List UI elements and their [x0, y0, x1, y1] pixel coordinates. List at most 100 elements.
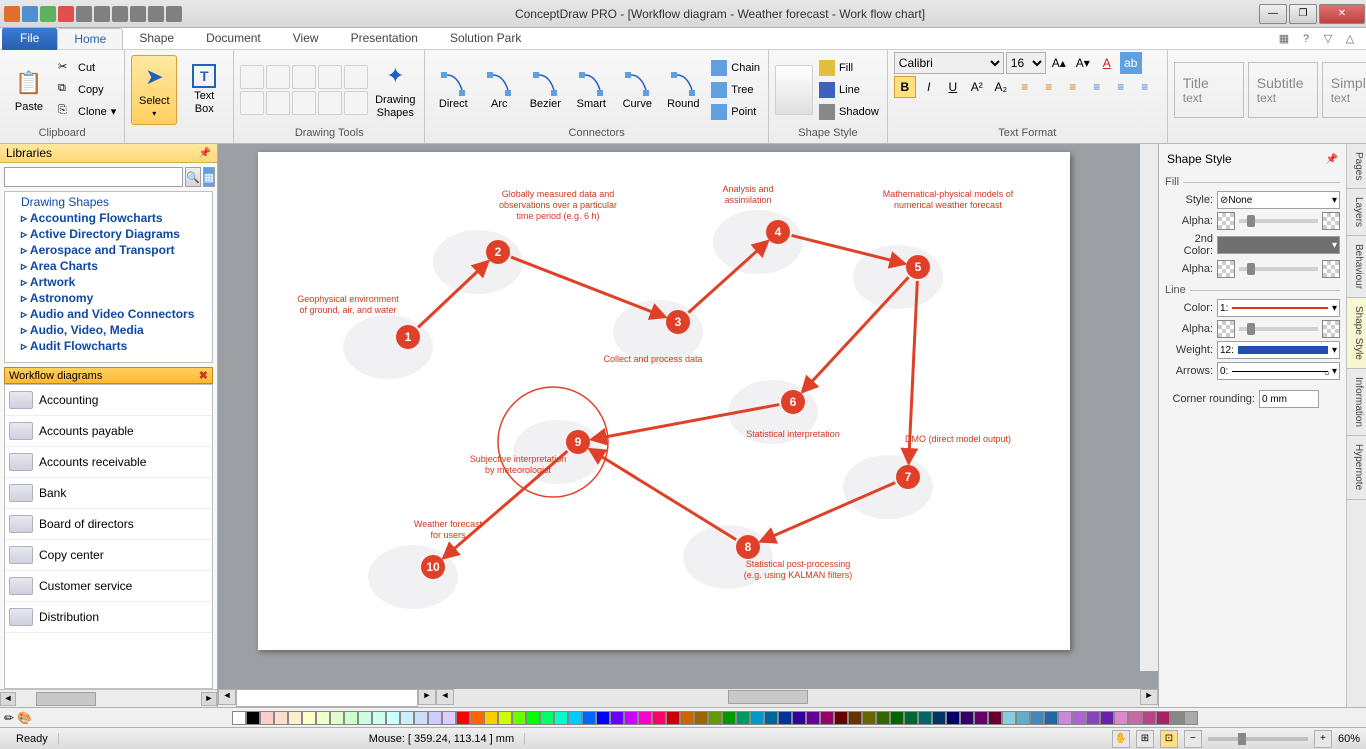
select-tool[interactable]: ➤ Select ▾: [131, 55, 177, 125]
color-swatch[interactable]: [820, 711, 834, 725]
menu-tab-document[interactable]: Document: [190, 28, 277, 49]
color-swatch[interactable]: [1184, 711, 1198, 725]
color-swatch[interactable]: [806, 711, 820, 725]
shape-item[interactable]: Copy center: [5, 540, 212, 571]
color-swatch[interactable]: [358, 711, 372, 725]
text-style-1[interactable]: Subtitletext: [1248, 62, 1318, 118]
color-swatch[interactable]: [1128, 711, 1142, 725]
connector-round[interactable]: Round: [661, 70, 705, 110]
alpha2-swatch[interactable]: [1217, 260, 1235, 278]
italic-button[interactable]: I: [918, 76, 940, 98]
fill-style-select[interactable]: ⊘ None▾: [1217, 191, 1340, 209]
library-category-header[interactable]: Workflow diagrams ✖: [4, 367, 213, 384]
line-color-select[interactable]: 1:▾: [1217, 299, 1340, 317]
drawing-tool-4[interactable]: [344, 65, 368, 89]
pin-icon[interactable]: 📌: [199, 148, 211, 159]
shape-item[interactable]: Accounts payable: [5, 416, 212, 447]
color-swatch[interactable]: [288, 711, 302, 725]
zoom-in-button[interactable]: +: [1314, 730, 1332, 748]
alpha-slider[interactable]: [1239, 219, 1318, 223]
grow-font-button[interactable]: A▴: [1048, 52, 1070, 74]
shape-item[interactable]: Distribution: [5, 602, 212, 633]
font-size-select[interactable]: 16: [1006, 52, 1046, 74]
color-swatch[interactable]: [484, 711, 498, 725]
drawing-tool-3[interactable]: [318, 65, 342, 89]
lib-tree-item[interactable]: ▹ Accounting Flowcharts: [9, 210, 208, 226]
color-swatch[interactable]: [344, 711, 358, 725]
align-top-button[interactable]: ≡: [1086, 76, 1108, 98]
font-color-button[interactable]: A: [1096, 52, 1118, 74]
qat-item-4[interactable]: [76, 6, 92, 22]
zoom-out-button[interactable]: −: [1184, 730, 1202, 748]
color-swatch[interactable]: [1016, 711, 1030, 725]
drawing-tool-2[interactable]: [292, 65, 316, 89]
color-swatch[interactable]: [372, 711, 386, 725]
connector-direct[interactable]: Direct: [431, 70, 475, 110]
color-swatch[interactable]: [1170, 711, 1184, 725]
color-swatch[interactable]: [1072, 711, 1086, 725]
color-swatch[interactable]: [1030, 711, 1044, 725]
align-right-button[interactable]: ≡: [1062, 76, 1084, 98]
drawing-tool-5[interactable]: [240, 91, 264, 115]
canvas-viewport[interactable]: 12345678910 Geophysical environmentof gr…: [218, 144, 1158, 689]
align-left-button[interactable]: ≡: [1014, 76, 1036, 98]
color-swatch[interactable]: [722, 711, 736, 725]
right-tab-shape-style[interactable]: Shape Style: [1347, 298, 1366, 369]
scroll-right-button[interactable]: ►: [1140, 689, 1158, 705]
close-button[interactable]: ✕: [1319, 4, 1365, 24]
connector-side-chain[interactable]: Chain: [709, 57, 762, 79]
color-swatch[interactable]: [540, 711, 554, 725]
color-swatch[interactable]: [736, 711, 750, 725]
color-swatch[interactable]: [610, 711, 624, 725]
right-tab-behaviour[interactable]: Behaviour: [1347, 236, 1366, 298]
pin-icon[interactable]: 📌: [1326, 154, 1338, 165]
color-swatch[interactable]: [680, 711, 694, 725]
color-swatch[interactable]: [1114, 711, 1128, 725]
color-swatch[interactable]: [932, 711, 946, 725]
qat-item-7[interactable]: [130, 6, 146, 22]
help-icon[interactable]: ?: [1298, 31, 1314, 47]
search-button[interactable]: 🔍: [185, 167, 201, 187]
second-color-select[interactable]: ▾: [1217, 236, 1340, 254]
scroll-thumb[interactable]: [36, 692, 96, 706]
color-swatch[interactable]: [946, 711, 960, 725]
color-swatch[interactable]: [890, 711, 904, 725]
shape-item[interactable]: Customer service: [5, 571, 212, 602]
color-swatch[interactable]: [498, 711, 512, 725]
qat-item-9[interactable]: [166, 6, 182, 22]
lib-tree-item[interactable]: ▹ Area Charts: [9, 258, 208, 274]
zoom-slider[interactable]: [1208, 737, 1308, 741]
menu-tab-view[interactable]: View: [277, 28, 335, 49]
color-swatch[interactable]: [1100, 711, 1114, 725]
connector-side-tree[interactable]: Tree: [709, 79, 762, 101]
drawing-tool-8[interactable]: [318, 91, 342, 115]
color-swatch[interactable]: [750, 711, 764, 725]
clone-button[interactable]: ⎘Clone ▾: [56, 101, 118, 123]
right-tab-pages[interactable]: Pages: [1347, 144, 1366, 189]
color-swatch[interactable]: [848, 711, 862, 725]
color-swatch[interactable]: [778, 711, 792, 725]
align-middle-button[interactable]: ≡: [1110, 76, 1132, 98]
color-swatch[interactable]: [974, 711, 988, 725]
lib-tree-item[interactable]: Drawing Shapes: [9, 194, 208, 210]
color-swatch[interactable]: [960, 711, 974, 725]
qat-item-0[interactable]: [4, 6, 20, 22]
color-swatch[interactable]: [1044, 711, 1058, 725]
lib-tree-item[interactable]: ▹ Audio, Video, Media: [9, 322, 208, 338]
color-swatch[interactable]: [988, 711, 1002, 725]
copy-button[interactable]: ⧉Copy: [56, 79, 118, 101]
qat-item-5[interactable]: [94, 6, 110, 22]
lib-tree-item[interactable]: ▹ Audit Flowcharts: [9, 338, 208, 354]
color-swatch[interactable]: [330, 711, 344, 725]
library-shapes-list[interactable]: AccountingAccounts payableAccounts recei…: [4, 384, 213, 689]
page-tab[interactable]: [236, 689, 418, 707]
menu-tab-home[interactable]: Home: [57, 28, 123, 49]
color-swatch[interactable]: [554, 711, 568, 725]
color-swatch[interactable]: [666, 711, 680, 725]
drawing-tool-6[interactable]: [266, 91, 290, 115]
connector-bezier[interactable]: Bezier: [523, 70, 567, 110]
color-swatch[interactable]: [442, 711, 456, 725]
qat-item-3[interactable]: [58, 6, 74, 22]
view-toggle-button[interactable]: ▦: [203, 167, 215, 187]
minimize-button[interactable]: —: [1259, 4, 1287, 24]
